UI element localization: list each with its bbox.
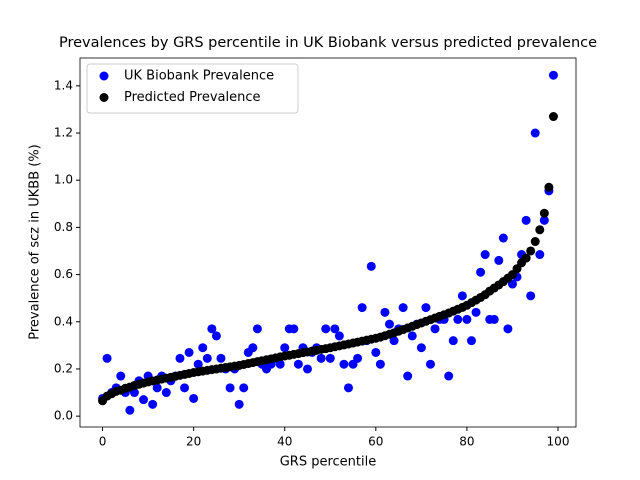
scatter-point xyxy=(353,353,363,363)
scatter-point xyxy=(444,371,454,381)
scatter-point xyxy=(494,255,504,265)
legend-marker xyxy=(99,71,109,81)
y-tick-label: 0.2 xyxy=(54,361,73,375)
scatter-point xyxy=(430,324,440,334)
scatter-point xyxy=(289,324,299,334)
scatter-point xyxy=(548,70,558,80)
scatter-point xyxy=(457,291,467,301)
scatter-point xyxy=(548,112,558,122)
y-tick-label: 0.8 xyxy=(54,220,73,234)
legend-label: UK Biobank Prevalence xyxy=(124,69,274,84)
legend-marker xyxy=(99,93,109,102)
scatter-point xyxy=(102,353,112,363)
scatter-point xyxy=(125,405,135,415)
x-axis-label: GRS percentile xyxy=(280,455,377,470)
scatter-point xyxy=(239,383,249,393)
x-tick-label: 100 xyxy=(547,435,570,449)
scatter-point xyxy=(152,383,162,393)
y-axis-label: Prevalence of scz in UKBB (%) xyxy=(28,144,43,339)
scatter-point xyxy=(148,399,158,409)
x-tick-label: 40 xyxy=(277,435,292,449)
legend-label: Predicted Prevalence xyxy=(124,90,260,105)
scatter-point xyxy=(521,215,531,225)
scatter-point xyxy=(343,383,353,393)
scatter-point xyxy=(530,237,540,247)
scatter-point xyxy=(316,353,326,363)
scatter-point xyxy=(498,233,508,243)
scatter-point xyxy=(234,399,244,409)
x-tick-label: 0 xyxy=(99,435,107,449)
scatter-point xyxy=(198,343,208,353)
scatter-point xyxy=(416,343,426,353)
scatter-point xyxy=(202,353,212,363)
legend-box xyxy=(86,63,299,114)
scatter-point xyxy=(275,359,285,369)
scatter-point xyxy=(539,215,549,225)
scatter-point xyxy=(161,388,171,398)
y-tick-label: 1.4 xyxy=(54,78,73,92)
scatter-point xyxy=(503,324,513,334)
scatter-point xyxy=(425,359,435,369)
scatter-point xyxy=(526,291,536,301)
scatter-point xyxy=(325,353,335,363)
scatter-point xyxy=(535,225,545,235)
scatter-point xyxy=(334,331,344,341)
y-tick-label: 1.2 xyxy=(54,126,73,140)
scatter-point xyxy=(384,319,394,329)
y-tick-label: 0.4 xyxy=(54,314,73,328)
scatter-point xyxy=(403,371,413,381)
scatter-point xyxy=(252,324,262,334)
scatter-point xyxy=(180,383,190,393)
scatter-point xyxy=(321,324,331,334)
scatter-point xyxy=(248,343,258,353)
y-tick-label: 1.0 xyxy=(54,173,73,187)
scatter-point xyxy=(207,324,217,334)
scatter-point xyxy=(466,336,476,346)
scatter-point xyxy=(216,353,226,363)
scatter-point xyxy=(530,128,540,138)
scatter-point xyxy=(521,253,531,263)
scatter-point xyxy=(526,246,536,256)
scatter-point xyxy=(193,359,203,369)
scatter-point xyxy=(330,324,340,334)
scatter-point xyxy=(480,250,490,260)
scatter-point xyxy=(184,347,194,357)
scatter-point xyxy=(462,314,472,324)
scatter-point xyxy=(280,343,290,353)
y-tick-label: 0.0 xyxy=(54,409,73,423)
x-tick-label: 80 xyxy=(459,435,474,449)
scatter-point xyxy=(139,395,149,405)
scatter-point xyxy=(175,353,185,363)
scatter-point xyxy=(539,208,549,218)
chart-title: Prevalences by GRS percentile in UK Biob… xyxy=(59,35,597,51)
scatter-point xyxy=(357,303,367,313)
scatter-point xyxy=(380,307,390,317)
x-tick-label: 60 xyxy=(368,435,383,449)
scatter-point xyxy=(421,303,431,313)
scatter-point xyxy=(116,371,126,381)
scatter-point xyxy=(189,393,199,403)
x-tick-label: 20 xyxy=(186,435,201,449)
scatter-point xyxy=(293,359,303,369)
scatter-point xyxy=(211,331,221,341)
scatter-point xyxy=(398,303,408,313)
scatter-point xyxy=(225,383,235,393)
scatter-point xyxy=(389,336,399,346)
scatter-point xyxy=(303,364,313,374)
scatter-point xyxy=(407,331,417,341)
y-tick-label: 0.6 xyxy=(54,267,73,281)
scatter-point xyxy=(448,336,458,346)
scatter-point xyxy=(453,314,463,324)
scatter-point xyxy=(366,261,376,271)
scatter-point xyxy=(544,182,554,192)
scatter-point xyxy=(471,307,481,317)
scatter-point xyxy=(476,267,486,277)
scatter-point xyxy=(535,250,545,260)
scatter-point xyxy=(375,359,385,369)
plot-frame xyxy=(79,57,577,428)
scatter-point xyxy=(339,359,349,369)
scatter-point xyxy=(489,314,499,324)
scatter-point xyxy=(371,347,381,357)
